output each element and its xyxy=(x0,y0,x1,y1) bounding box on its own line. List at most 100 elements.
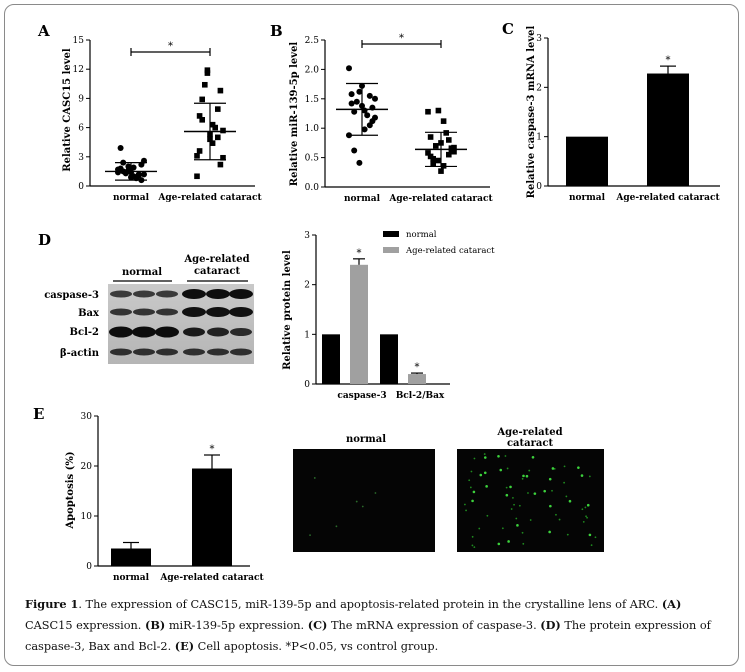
fluorescent-spot xyxy=(479,473,483,477)
blot-label-caspase3: caspase-3 xyxy=(44,290,99,301)
data-point-arc xyxy=(199,117,205,123)
data-point-arc xyxy=(204,70,211,76)
blot-header-arc-line2: cataract xyxy=(194,266,241,277)
data-point-normal xyxy=(125,163,132,170)
fluorescent-spot xyxy=(505,493,509,497)
data-point-normal xyxy=(351,108,358,115)
data-point-arc xyxy=(202,81,208,88)
blot-label-bax: Bax xyxy=(78,308,100,319)
blot-band xyxy=(133,290,155,298)
y-tick-label: 0 xyxy=(86,562,92,572)
fluorescent-spot xyxy=(471,535,474,538)
data-point-normal xyxy=(361,126,368,133)
data-point-arc xyxy=(427,153,434,160)
blot-band xyxy=(230,328,252,336)
data-point-arc xyxy=(451,148,457,155)
fluorescent-spot xyxy=(355,500,358,503)
blot-membrane xyxy=(108,284,254,364)
caption-b-label: (B) xyxy=(145,618,166,632)
data-point-arc xyxy=(435,107,442,114)
panel-c-ylabel: Relative caspase-3 mRNA level xyxy=(526,25,537,198)
fluorescent-spot xyxy=(594,536,597,539)
fluorescent-spot xyxy=(510,508,513,510)
fluorescent-spot xyxy=(505,486,508,489)
blot-label-beta-actin: β-actin xyxy=(60,348,100,359)
blot-band xyxy=(183,348,205,356)
y-tick-label: 3 xyxy=(536,34,542,44)
data-point-arc xyxy=(438,168,444,174)
caption-intro: . The expression of CASC15, miR-139-5p a… xyxy=(78,598,662,611)
caption-figure-label: Figure 1 xyxy=(25,597,79,611)
fluorescent-spot xyxy=(506,467,509,470)
data-point-arc xyxy=(446,151,452,158)
data-point-normal xyxy=(141,171,147,178)
panel-b-scatter: Relative miR-139-5p level 0.0 0.5 1.0 1.5 2.… xyxy=(289,33,493,204)
caption-a-text: CASC15 expression. xyxy=(25,619,145,632)
fluorescent-spot xyxy=(478,527,481,530)
fluorescent-spot xyxy=(468,479,471,482)
blot-band xyxy=(183,327,205,337)
data-point-arc xyxy=(204,67,211,73)
data-point-arc xyxy=(194,153,200,159)
data-point-arc xyxy=(212,124,218,131)
figure-caption: Figure 1. The expression of CASC15, miR-… xyxy=(25,594,730,657)
blot-header-normal: normal xyxy=(122,267,162,278)
fluorescent-spot xyxy=(463,503,466,506)
fluorescent-spot xyxy=(497,454,500,458)
fluorescent-spot xyxy=(504,455,507,457)
fluorescent-spot xyxy=(548,530,551,534)
fluorescent-spot xyxy=(521,477,524,480)
caption-d-text: The protein expression of caspase-3, Bax… xyxy=(25,619,711,653)
blot-band xyxy=(230,348,252,356)
data-point-arc xyxy=(220,127,226,134)
fluorescent-spot xyxy=(563,465,566,468)
panel-a-ylabel: Relative CASC15 level xyxy=(62,48,73,172)
blot-band xyxy=(206,307,230,317)
fluorescent-spot xyxy=(521,531,524,534)
legend-swatch xyxy=(383,231,399,237)
y-tick-label: 3 xyxy=(304,231,310,241)
fluorescent-spot xyxy=(566,533,569,536)
fluorescent-spot xyxy=(568,499,572,503)
y-tick-label: 0.5 xyxy=(305,154,320,164)
fluorescent-spot xyxy=(588,475,591,478)
fluorescent-spot xyxy=(507,540,510,543)
fluorescent-spot xyxy=(483,456,487,459)
data-point-normal xyxy=(117,145,124,152)
fluorescent-spot xyxy=(515,517,518,520)
data-point-normal xyxy=(135,172,142,179)
bar xyxy=(111,548,151,566)
significance-mark: * xyxy=(357,248,362,259)
y-tick-label: 1.5 xyxy=(305,95,320,105)
fluorescent-spot xyxy=(529,519,532,521)
data-point-arc xyxy=(425,108,431,115)
fluorescent-spot xyxy=(581,508,584,511)
fluorescent-spot xyxy=(483,453,486,455)
data-point-normal xyxy=(348,100,355,107)
data-point-normal xyxy=(372,95,378,102)
y-tick-label: 1 xyxy=(304,330,310,340)
blot-header-arc-line1: Age-related xyxy=(183,254,249,265)
fluorescent-spot xyxy=(522,542,525,545)
legend-label: Age-related cataract xyxy=(405,246,495,256)
data-point-arc xyxy=(433,143,439,149)
image-label-arc-line2: cataract xyxy=(507,438,554,449)
caption-b-text: miR-139-5p expression. xyxy=(165,619,308,632)
normal-fluorescence-image xyxy=(293,449,435,552)
data-point-arc xyxy=(194,173,200,180)
fluorescent-spot xyxy=(588,533,592,537)
y-tick-label: 2 xyxy=(304,281,310,291)
data-point-normal xyxy=(369,118,376,125)
bar xyxy=(647,73,689,186)
caption-e-text: Cell apoptosis. *P<0.05, vs control grou… xyxy=(194,640,439,653)
data-point-arc xyxy=(427,134,434,140)
fluorescent-spot xyxy=(518,504,521,507)
fluorescent-spot xyxy=(585,515,587,518)
panel-letter-a: A xyxy=(37,22,50,40)
fluorescent-spot xyxy=(549,504,552,508)
x-category-label: caspase-3 xyxy=(337,391,386,401)
y-tick-label: 2 xyxy=(536,83,542,93)
y-tick-label: 30 xyxy=(81,412,93,422)
data-point-arc xyxy=(425,150,431,156)
x-category-label: Age-related cataract xyxy=(388,194,493,204)
